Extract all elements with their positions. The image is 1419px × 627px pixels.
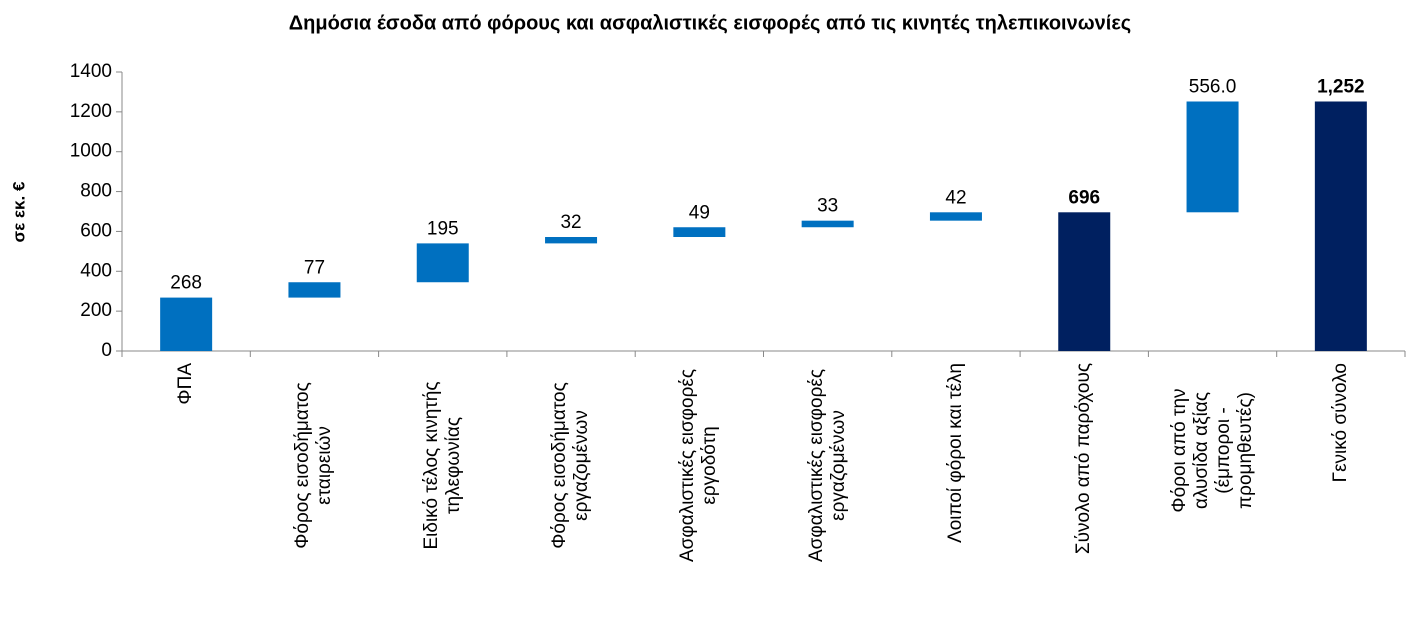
x-tick-label: Λοιποί φόροι και τέλη [944, 363, 966, 543]
y-tick-label: 800 [80, 181, 112, 202]
value-label: 1,252 [1317, 77, 1365, 98]
bar [929, 212, 982, 221]
value-label: 42 [945, 187, 966, 208]
x-tick-label-box: Ειδικό τέλος κινητής τηλεφωνίας [421, 363, 465, 623]
bar [288, 282, 341, 298]
y-tick-label: 1200 [70, 101, 112, 122]
value-label: 696 [1068, 187, 1100, 208]
bar [801, 220, 854, 228]
x-tick-label: Φόροι από την αλυσίδα αξίας (έμποροι - π… [1168, 388, 1256, 513]
x-tick-label-box: Σύνολο από παρόχους [1073, 363, 1095, 623]
x-tick-label: Ασφαλιστικές εισφορές εργοδότη [677, 368, 721, 563]
x-tick-label-box: Φόροι από την αλυσίδα αξίας (έμποροι - π… [1169, 363, 1257, 623]
bar [416, 243, 469, 283]
y-tick-label: 200 [80, 300, 112, 321]
value-label: 268 [170, 273, 202, 294]
value-label: 556.0 [1189, 77, 1237, 98]
bar [160, 297, 213, 351]
x-tick-label-box: Φόρος εισοδήματος εταιρειών [292, 363, 336, 623]
y-axis-label: σε εκ. € [9, 181, 28, 242]
y-tick-label: 400 [80, 260, 112, 281]
chart-title: Δημόσια έσοδα από φόρους και ασφαλιστικέ… [289, 12, 1131, 34]
x-tick-label-box: Φόρος εισοδήματος εργαζομένων [549, 363, 593, 623]
x-tick-label-box: Ασφαλιστικές εισφορές εργοδότη [677, 363, 721, 623]
x-tick-label-box: ΦΠΑ [175, 363, 197, 623]
x-tick-label: Ασφαλιστικές εισφορές εργαζομένων [805, 368, 849, 563]
value-label: 32 [560, 212, 581, 233]
x-tick-label-box: Ασφαλιστικές εισφορές εργαζομένων [806, 363, 850, 623]
bar [1314, 101, 1367, 351]
value-label: 33 [817, 196, 838, 217]
x-tick-label: Φόρος εισοδήματος εργαζομένων [549, 382, 593, 549]
y-tick-label: 1400 [70, 61, 112, 82]
bar [545, 237, 598, 244]
x-tick-label: ΦΠΑ [175, 363, 197, 405]
y-tick-label: 600 [80, 220, 112, 241]
value-label: 49 [689, 202, 710, 223]
y-tick-label: 1000 [70, 141, 112, 162]
x-tick-label: Σύνολο από παρόχους [1073, 363, 1095, 555]
value-label: 77 [304, 257, 325, 278]
y-tick-label: 0 [101, 340, 112, 361]
x-tick-label: Φόρος εισοδήματος εταιρειών [292, 382, 336, 549]
bar [1058, 212, 1111, 351]
x-tick-label: Ειδικό τέλος κινητής τηλεφωνίας [420, 381, 464, 550]
bar [673, 227, 726, 238]
x-tick-label-box: Λοιποί φόροι και τέλη [945, 363, 967, 623]
x-tick-label-box: Γενικό σύνολο [1330, 363, 1352, 623]
value-label: 195 [427, 218, 459, 239]
bar [1186, 101, 1239, 213]
x-tick-label: Γενικό σύνολο [1329, 363, 1351, 483]
